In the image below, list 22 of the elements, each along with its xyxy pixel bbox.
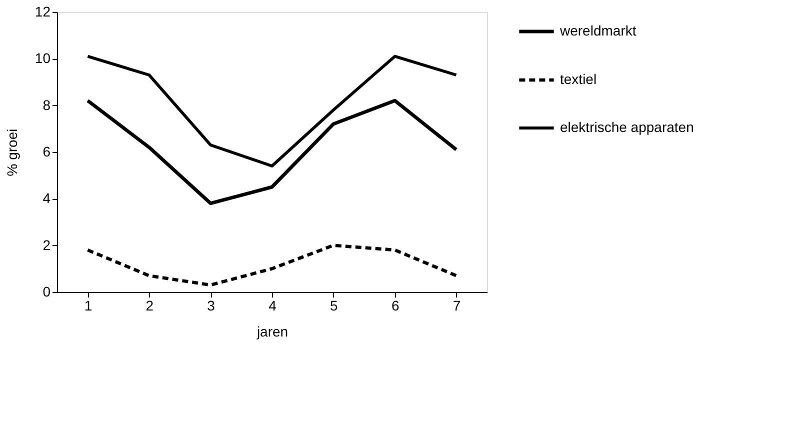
x-tick-label: 5	[330, 298, 338, 314]
legend-label: wereldmarkt	[559, 22, 636, 38]
x-tick-label: 6	[391, 298, 400, 314]
y-tick-label: 8	[42, 96, 51, 113]
x-axis-title: jaren	[256, 324, 288, 340]
x-tick-label: 4	[268, 298, 277, 314]
x-tick-label: 3	[207, 298, 216, 314]
legend-label: textiel	[560, 71, 597, 87]
line-series	[86, 54, 458, 168]
y-axis-title: % groei	[4, 128, 20, 176]
y-tick-label: 12	[34, 4, 51, 20]
y-tick-label: 0	[42, 284, 51, 300]
legend-label: elektrische apparaten	[560, 119, 694, 135]
y-tick-label: 10	[34, 50, 51, 66]
x-tick-label: 2	[146, 298, 154, 314]
y-tick-label: 4	[42, 190, 51, 206]
line-series	[86, 244, 458, 287]
y-tick-label: 6	[42, 144, 51, 160]
x-tick-label: 7	[452, 298, 461, 314]
y-tick-label: 2	[42, 236, 51, 253]
x-tick-label: 1	[84, 298, 92, 314]
line-series	[86, 98, 458, 206]
